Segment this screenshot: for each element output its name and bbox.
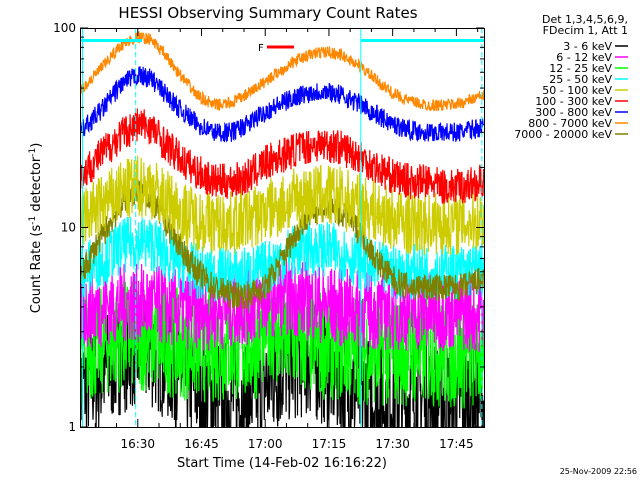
x-axis-label: Start Time (14-Feb-02 16:16:22) — [177, 456, 387, 471]
y-tick-label: 100 — [53, 21, 76, 35]
legend-header: FDecim 1, Att 1 — [543, 24, 628, 37]
y-axis-label-superscript-2: -1 — [28, 148, 38, 157]
footer-timestamp: 25-Nov-2009 22:56 — [560, 467, 637, 476]
legend-label: 100 - 300 keV — [535, 95, 612, 108]
legend-label: 7000 - 20000 keV — [514, 128, 612, 141]
x-tick-label: 17:15 — [312, 437, 347, 451]
x-tick-label: 16:45 — [184, 437, 219, 451]
x-tick-label: 17:45 — [439, 437, 474, 451]
series-line-5 — [80, 155, 484, 256]
legend-label: 3 - 6 keV — [563, 40, 612, 53]
series-line-8 — [80, 30, 484, 112]
x-tick-label: 17:30 — [375, 437, 410, 451]
y-axis-label-superscript: -1 — [28, 216, 38, 225]
flag-marker: F — [258, 43, 294, 54]
legend-label: 300 - 800 keV — [535, 106, 612, 119]
y-axis-label-close: ) — [29, 143, 44, 148]
series-line-3 — [80, 216, 484, 302]
legend: Det 1,3,4,5,6,9,FDecim 1, Att 1 3 - 6 keV… — [514, 13, 628, 141]
legend-label: 25 - 50 keV — [549, 73, 612, 86]
y-tick-label: 1 — [68, 420, 76, 434]
legend-label: 6 - 12 keV — [556, 51, 612, 64]
series-line-4 — [80, 178, 484, 309]
flag-label: F — [258, 43, 264, 54]
legend-label: 12 - 25 keV — [549, 62, 612, 75]
y-axis-label-main: Count Rate (s — [29, 225, 44, 314]
x-axis: 16:30 16:45 17:00 17:15 17:30 17:45 — [94, 28, 479, 451]
legend-label: 50 - 100 keV — [542, 84, 612, 97]
y-axis: 1 10 100 — [53, 21, 484, 434]
legend-label: 800 - 7000 keV — [528, 117, 612, 130]
y-tick-label: 10 — [61, 221, 76, 235]
y-axis-label-tail: detector — [29, 156, 44, 216]
x-tick-label: 16:30 — [120, 437, 155, 451]
y-axis-label: Count Rate (s-1 detector-1) — [28, 143, 44, 314]
series-line-6 — [80, 108, 484, 204]
legend-header: Det 1,3,4,5,6,9, — [542, 13, 628, 26]
chart-title: HESSI Observing Summary Count Rates — [118, 4, 417, 22]
x-tick-label: 17:00 — [248, 437, 283, 451]
series-line-7 — [80, 66, 484, 143]
